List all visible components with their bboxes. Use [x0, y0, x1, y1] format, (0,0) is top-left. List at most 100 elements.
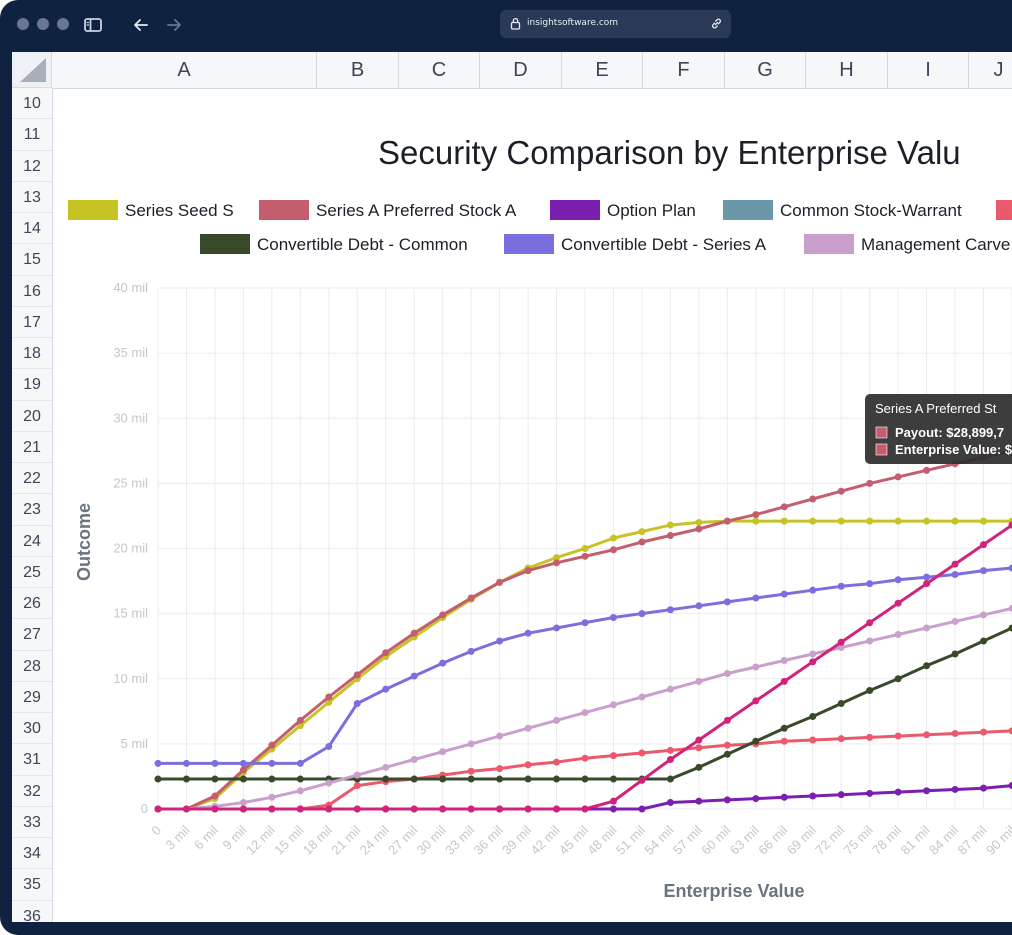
data-point[interactable] [553, 805, 561, 813]
data-point[interactable] [780, 517, 788, 525]
data-point[interactable] [723, 750, 731, 758]
data-point[interactable] [695, 797, 703, 805]
data-point[interactable] [866, 733, 874, 741]
data-point[interactable] [951, 785, 959, 793]
data-point[interactable] [496, 805, 504, 813]
data-point[interactable] [581, 709, 589, 717]
data-point[interactable] [695, 744, 703, 752]
data-point[interactable] [923, 731, 931, 739]
data-point[interactable] [1008, 564, 1012, 572]
data-point[interactable] [894, 473, 902, 481]
data-point[interactable] [553, 758, 561, 766]
data-point[interactable] [325, 693, 333, 701]
chart[interactable]: Security Comparison by Enterprise Valu S… [12, 52, 1012, 922]
column-header-f[interactable]: F [643, 52, 725, 88]
sidebar-toggle-icon[interactable] [82, 14, 104, 36]
legend-item[interactable] [996, 200, 1012, 220]
select-all-corner[interactable] [12, 52, 52, 88]
row-header-13[interactable]: 13 [12, 182, 52, 213]
data-point[interactable] [410, 672, 418, 680]
data-point[interactable] [809, 792, 817, 800]
data-point[interactable] [581, 545, 589, 552]
legend-item[interactable]: Option Plan [550, 200, 696, 220]
data-point[interactable] [894, 517, 902, 525]
series-7[interactable] [154, 604, 1012, 813]
data-point[interactable] [268, 805, 276, 813]
data-point[interactable] [837, 487, 845, 495]
data-point[interactable] [524, 629, 532, 637]
data-point[interactable] [353, 671, 361, 679]
data-point[interactable] [809, 586, 817, 594]
data-point[interactable] [752, 594, 760, 602]
data-point[interactable] [780, 503, 788, 511]
data-point[interactable] [780, 590, 788, 598]
data-point[interactable] [951, 617, 959, 625]
data-point[interactable] [609, 614, 617, 622]
data-point[interactable] [723, 741, 731, 749]
data-point[interactable] [837, 791, 845, 799]
data-point[interactable] [581, 552, 589, 560]
data-point[interactable] [866, 637, 874, 645]
data-point[interactable] [268, 793, 276, 801]
data-point[interactable] [695, 736, 703, 744]
data-point[interactable] [325, 742, 333, 750]
data-point[interactable] [154, 775, 162, 783]
data-point[interactable] [382, 775, 390, 783]
row-header-33[interactable]: 33 [12, 807, 52, 838]
window-minimize-dot[interactable] [37, 18, 49, 30]
data-point[interactable] [866, 580, 874, 588]
row-header-10[interactable]: 10 [12, 88, 52, 120]
data-point[interactable] [182, 805, 190, 813]
row-header-17[interactable]: 17 [12, 307, 52, 338]
data-point[interactable] [581, 754, 589, 762]
link-icon[interactable] [710, 17, 723, 30]
data-point[interactable] [951, 517, 959, 525]
data-point[interactable] [154, 759, 162, 767]
data-point[interactable] [581, 805, 589, 813]
data-point[interactable] [723, 796, 731, 804]
data-point[interactable] [809, 650, 817, 658]
data-point[interactable] [553, 716, 561, 724]
address-bar[interactable]: insightsoftware.com [500, 10, 731, 38]
data-point[interactable] [296, 787, 304, 795]
series-0[interactable] [154, 517, 1012, 813]
data-point[interactable] [524, 805, 532, 813]
data-point[interactable] [439, 775, 447, 783]
data-point[interactable] [837, 517, 845, 525]
data-point[interactable] [923, 517, 931, 525]
row-header-35[interactable]: 35 [12, 869, 52, 901]
row-header-24[interactable]: 24 [12, 526, 52, 557]
data-point[interactable] [268, 741, 276, 749]
data-point[interactable] [524, 724, 532, 732]
data-point[interactable] [1008, 782, 1012, 790]
row-header-29[interactable]: 29 [12, 682, 52, 713]
data-point[interactable] [638, 776, 646, 784]
data-point[interactable] [638, 538, 646, 546]
data-point[interactable] [239, 766, 247, 774]
row-header-19[interactable]: 19 [12, 369, 52, 401]
data-point[interactable] [695, 602, 703, 610]
data-point[interactable] [182, 759, 190, 767]
data-point[interactable] [866, 619, 874, 627]
row-header-21[interactable]: 21 [12, 432, 52, 463]
data-point[interactable] [467, 740, 475, 748]
data-point[interactable] [325, 779, 333, 787]
data-point[interactable] [496, 732, 504, 740]
data-point[interactable] [553, 624, 561, 632]
data-point[interactable] [837, 699, 845, 707]
data-point[interactable] [211, 775, 219, 783]
data-point[interactable] [581, 775, 589, 783]
column-header-h[interactable]: H [806, 52, 888, 88]
data-point[interactable] [325, 805, 333, 813]
data-point[interactable] [894, 732, 902, 740]
data-point[interactable] [467, 594, 475, 602]
data-point[interactable] [239, 775, 247, 783]
data-point[interactable] [353, 805, 361, 813]
data-point[interactable] [296, 775, 304, 783]
data-point[interactable] [894, 630, 902, 638]
data-point[interactable] [951, 650, 959, 658]
row-header-27[interactable]: 27 [12, 619, 52, 651]
data-point[interactable] [980, 541, 988, 549]
data-point[interactable] [609, 534, 617, 542]
data-point[interactable] [638, 528, 646, 536]
